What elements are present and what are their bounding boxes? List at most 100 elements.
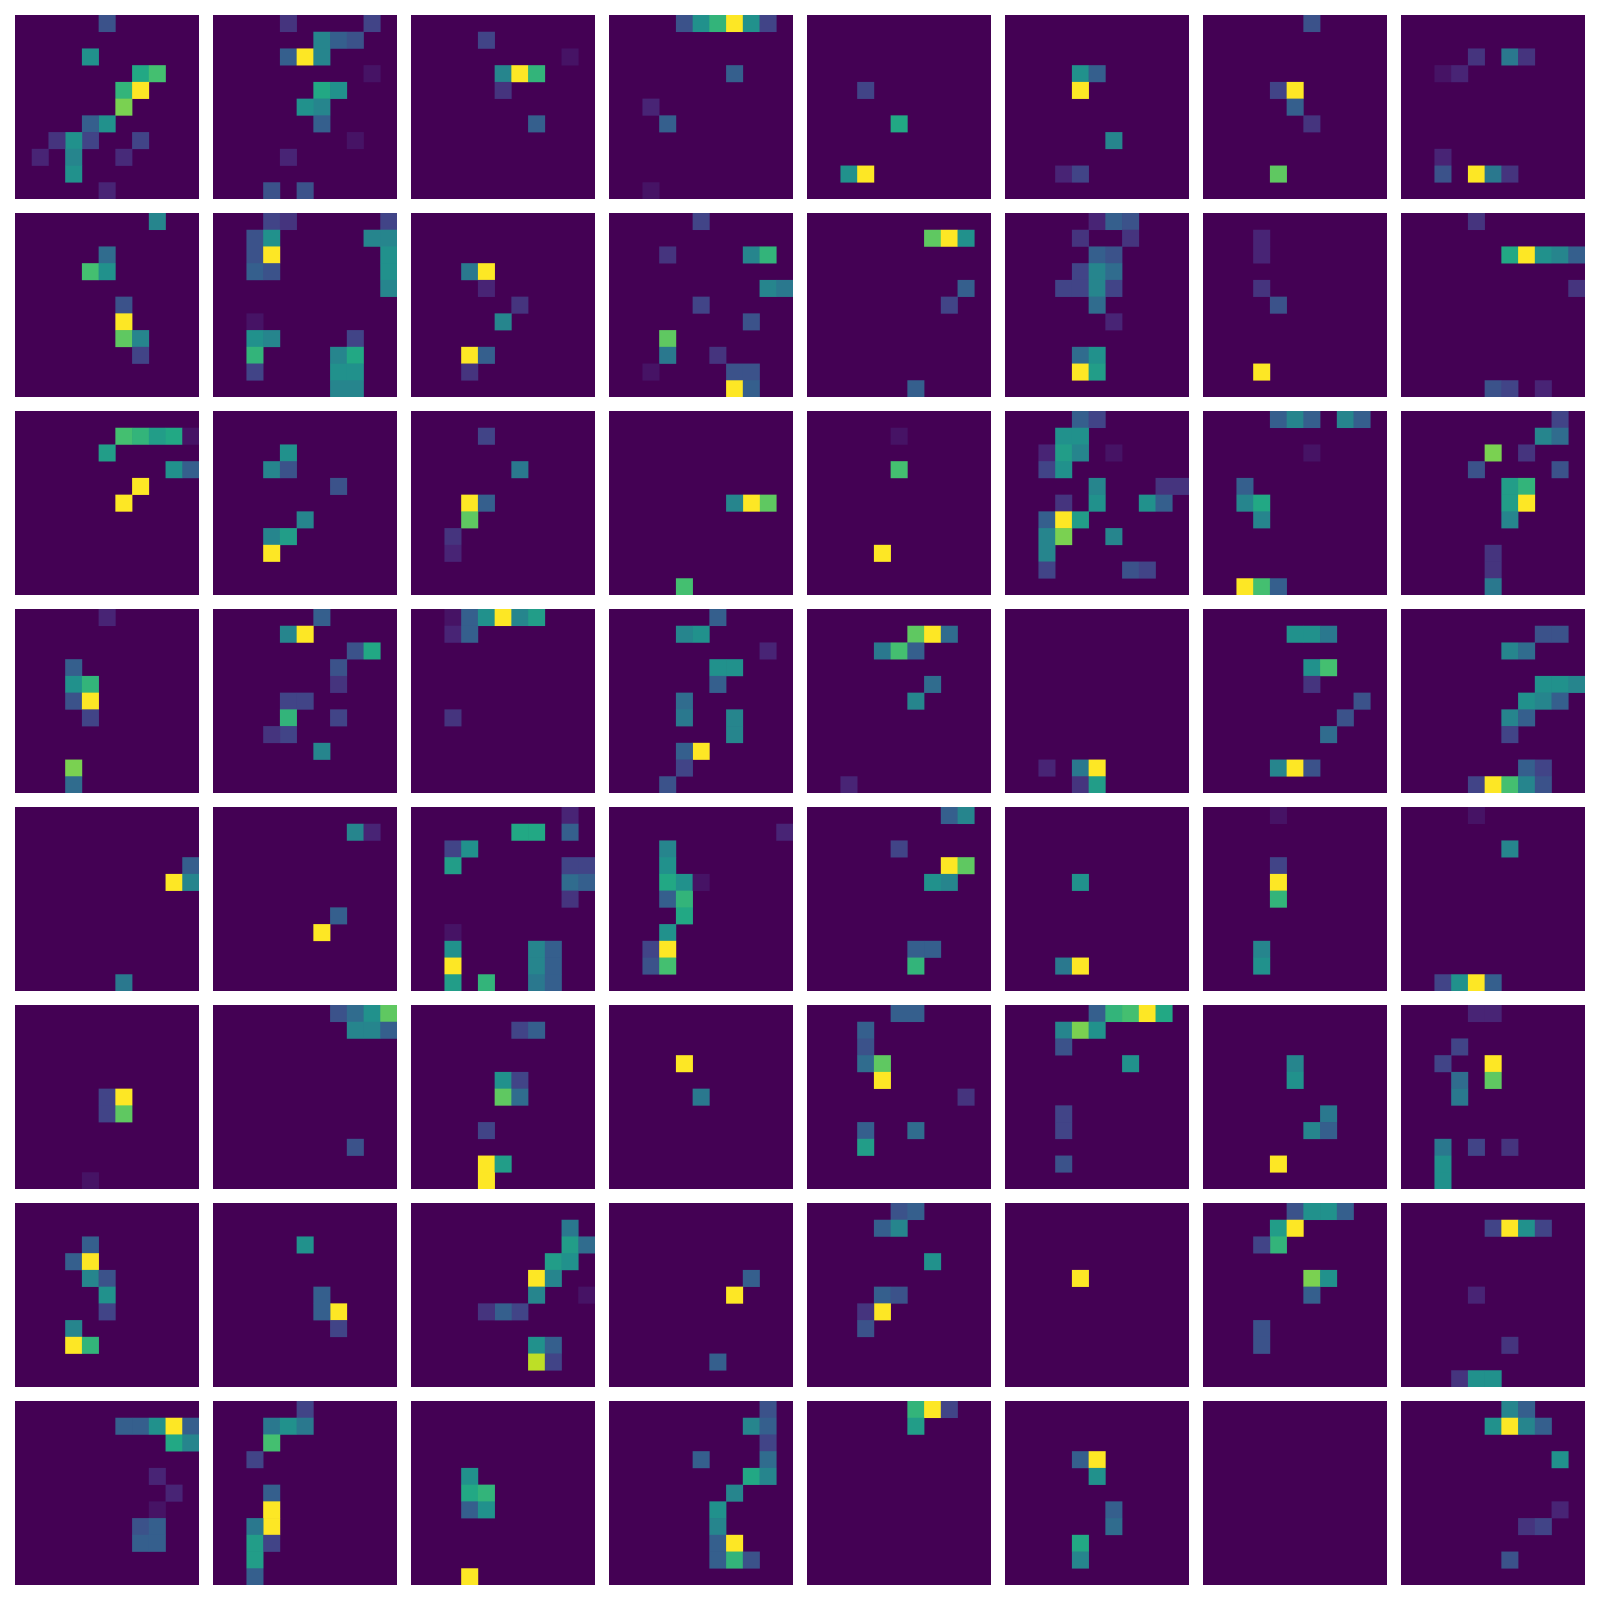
activation-cell	[709, 1353, 727, 1371]
activation-cell	[1320, 726, 1338, 744]
activation-cell	[924, 229, 942, 247]
feature-map-51	[411, 1203, 595, 1387]
activation-cell	[1253, 279, 1271, 297]
activation-cell	[1467, 807, 1485, 825]
activation-cell	[182, 461, 199, 479]
activation-cell	[709, 346, 727, 364]
activation-cell	[1320, 625, 1338, 643]
activation-cell	[380, 1021, 397, 1039]
activation-cell	[759, 1417, 777, 1435]
activation-cell	[132, 477, 150, 495]
activation-cell	[726, 709, 744, 727]
activation-cell	[115, 81, 133, 99]
feature-map-10	[213, 213, 397, 397]
activation-cell	[659, 330, 677, 348]
activation-cell	[279, 692, 297, 710]
activation-cell	[659, 857, 677, 875]
activation-cell	[1320, 1105, 1338, 1123]
activation-cell	[1484, 776, 1502, 793]
activation-cell	[494, 81, 512, 99]
activation-cell	[132, 81, 150, 99]
activation-cell	[313, 31, 331, 49]
activation-cell	[182, 857, 199, 875]
activation-cell	[1501, 1551, 1519, 1569]
activation-cell	[692, 15, 710, 33]
activation-cell	[296, 48, 314, 66]
activation-cell	[1088, 296, 1106, 314]
activation-cell	[924, 873, 942, 891]
activation-cell	[675, 907, 693, 925]
activation-cell	[511, 65, 529, 83]
feature-map-background	[213, 1203, 397, 1387]
activation-cell	[1071, 759, 1089, 777]
activation-cell	[1055, 279, 1073, 297]
activation-cell	[1320, 1122, 1338, 1140]
activation-cell	[1269, 807, 1287, 825]
activation-cell	[115, 974, 133, 991]
feature-map-14	[1005, 213, 1189, 397]
activation-cell	[165, 1417, 183, 1435]
activation-cell	[1518, 246, 1536, 264]
activation-cell	[1105, 1005, 1123, 1023]
feature-map-background	[807, 1401, 991, 1585]
activation-cell	[940, 296, 958, 314]
activation-cell	[115, 313, 133, 331]
activation-cell	[1501, 494, 1519, 512]
activation-cell	[1518, 48, 1536, 66]
activation-cell	[1568, 246, 1585, 264]
activation-cell	[115, 1417, 133, 1435]
feature-map-54	[1005, 1203, 1189, 1387]
activation-cell	[494, 313, 512, 331]
activation-cell	[1434, 148, 1452, 166]
activation-cell	[81, 132, 99, 150]
activation-cell	[81, 1269, 99, 1287]
activation-cell	[279, 148, 297, 166]
activation-cell	[1551, 625, 1569, 643]
activation-cell	[1105, 1518, 1123, 1536]
feature-map-36	[609, 807, 793, 991]
activation-cell	[924, 1401, 942, 1419]
activation-cell	[1501, 48, 1519, 66]
activation-cell	[1320, 1269, 1338, 1287]
activation-cell	[1484, 561, 1502, 579]
activation-cell	[1551, 427, 1569, 445]
activation-cell	[528, 609, 546, 627]
activation-cell	[1484, 1005, 1502, 1023]
activation-cell	[578, 1236, 595, 1254]
activation-cell	[692, 213, 710, 231]
activation-cell	[346, 823, 364, 841]
activation-cell	[642, 363, 660, 381]
activation-cell	[263, 182, 281, 199]
activation-cell	[98, 115, 116, 133]
activation-cell	[940, 857, 958, 875]
activation-cell	[98, 182, 116, 199]
activation-cell	[1534, 246, 1552, 264]
activation-cell	[246, 1551, 264, 1569]
feature-map-64	[1401, 1401, 1585, 1585]
feature-map-background	[1401, 807, 1585, 991]
activation-cell	[1071, 363, 1089, 381]
feature-map-20	[609, 411, 793, 595]
feature-map-27	[411, 609, 595, 793]
activation-cell	[726, 726, 744, 744]
activation-cell	[1269, 1155, 1287, 1173]
activation-cell	[279, 15, 297, 33]
activation-cell	[1105, 246, 1123, 264]
activation-cell	[48, 132, 66, 150]
activation-cell	[742, 494, 760, 512]
activation-cell	[1484, 1417, 1502, 1435]
activation-cell	[726, 1484, 744, 1502]
activation-cell	[1088, 1467, 1106, 1485]
activation-cell	[1088, 477, 1106, 495]
activation-cell	[1055, 1021, 1073, 1039]
activation-cell	[759, 1401, 777, 1419]
feature-map-30	[1005, 609, 1189, 793]
activation-cell	[444, 709, 462, 727]
activation-cell	[528, 65, 546, 83]
activation-cell	[98, 1088, 116, 1106]
activation-cell	[1518, 1417, 1536, 1435]
activation-cell	[313, 742, 331, 760]
feature-map-background	[15, 15, 199, 199]
feature-map-background	[15, 807, 199, 991]
feature-map-23	[1203, 411, 1387, 595]
